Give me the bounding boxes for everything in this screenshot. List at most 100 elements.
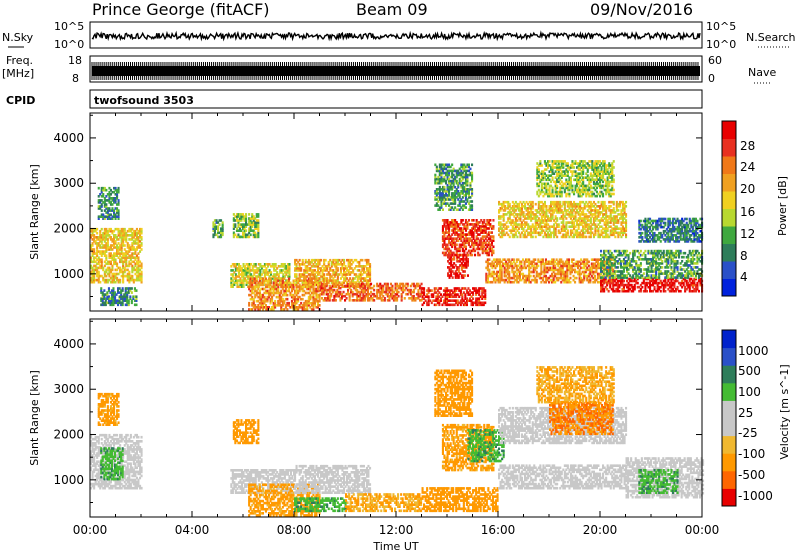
data-cell	[275, 263, 277, 266]
data-cell	[473, 219, 475, 222]
nave-tick-bottom: 0	[708, 72, 715, 85]
data-cell	[468, 164, 470, 167]
data-cell	[471, 188, 473, 191]
data-cell	[492, 225, 494, 228]
data-cell	[467, 258, 469, 261]
data-cell	[141, 263, 143, 266]
data-cell	[442, 208, 444, 211]
data-cell	[335, 299, 337, 302]
data-cell	[299, 259, 301, 262]
data-cell	[407, 283, 409, 286]
data-cell	[108, 287, 110, 290]
data-cell	[492, 219, 494, 222]
data-cell	[234, 223, 236, 226]
data-cell	[398, 295, 400, 298]
data-cell	[270, 278, 272, 281]
data-cell	[576, 277, 578, 280]
data-cell	[569, 277, 571, 280]
data-cell	[367, 259, 369, 262]
data-cell	[137, 256, 139, 259]
nsky-trace	[92, 33, 700, 39]
data-cell	[257, 219, 259, 222]
data-cell	[568, 258, 570, 261]
data-cell	[492, 235, 494, 238]
data-cell	[535, 236, 537, 239]
data-cell	[98, 271, 100, 274]
data-cell	[257, 213, 259, 216]
data-cell	[343, 259, 345, 262]
data-cell	[300, 267, 302, 270]
data-cell	[219, 223, 221, 226]
data-cell	[384, 297, 386, 300]
data-cell	[513, 258, 515, 261]
data-cell	[452, 276, 454, 279]
data-cell	[467, 274, 469, 277]
data-cell	[391, 285, 393, 288]
data-cell	[274, 300, 276, 303]
data-cell	[361, 259, 363, 262]
nsky-tick-top: 10^5	[54, 20, 84, 33]
data-cell	[343, 291, 345, 294]
data-cell	[323, 273, 325, 276]
data-cell	[131, 287, 133, 290]
data-cell	[483, 219, 485, 222]
data-cell	[283, 278, 285, 281]
data-cell	[465, 246, 467, 249]
date-title: 09/Nov/2016	[590, 0, 693, 19]
station-title: Prince George (fitACF)	[92, 0, 270, 19]
data-cell	[256, 278, 258, 281]
power-data-cells	[90, 160, 703, 311]
nsky-line	[92, 33, 700, 39]
data-cell	[296, 273, 298, 276]
data-cell	[468, 219, 470, 222]
data-cell	[115, 258, 117, 261]
data-cell	[472, 297, 474, 300]
data-cell	[464, 274, 466, 277]
data-cell	[222, 221, 224, 224]
data-cell	[492, 250, 494, 253]
data-cell	[373, 299, 375, 302]
data-cell	[320, 259, 322, 262]
data-cell	[532, 201, 534, 204]
data-cell	[464, 270, 466, 273]
data-cell	[135, 289, 137, 292]
data-cell	[471, 172, 473, 175]
data-cell	[488, 258, 490, 261]
data-cell	[128, 271, 130, 274]
data-cell	[96, 228, 98, 231]
data-cell	[523, 211, 525, 214]
nsky-right-tick-top: 10^5	[706, 20, 736, 33]
data-cell	[286, 294, 288, 297]
data-cell	[288, 302, 290, 305]
data-cell	[245, 229, 247, 232]
data-cell	[135, 304, 137, 307]
data-cell	[129, 295, 131, 298]
data-cell	[255, 263, 257, 266]
data-cell	[141, 271, 143, 274]
data-cell	[465, 206, 467, 209]
data-cell	[404, 297, 406, 300]
data-cell	[467, 254, 469, 257]
data-cell	[484, 289, 486, 292]
data-cell	[100, 287, 102, 290]
data-cell	[431, 289, 433, 292]
data-cell	[440, 287, 442, 290]
data-cell	[96, 232, 98, 235]
freq-label: Freq.	[6, 54, 33, 67]
data-cell	[421, 283, 423, 286]
data-cell	[544, 201, 546, 204]
data-cell	[248, 302, 250, 305]
data-cell	[305, 281, 307, 284]
data-cell	[537, 265, 539, 268]
data-cell	[443, 186, 445, 189]
data-cell	[588, 261, 590, 264]
data-cell	[118, 199, 120, 202]
data-cell	[325, 259, 327, 262]
data-cell	[507, 225, 509, 228]
data-cell	[545, 205, 547, 208]
cpid-label: CPID	[6, 94, 35, 107]
data-cell	[101, 209, 103, 212]
data-cell	[99, 281, 101, 284]
data-cell	[573, 258, 575, 261]
